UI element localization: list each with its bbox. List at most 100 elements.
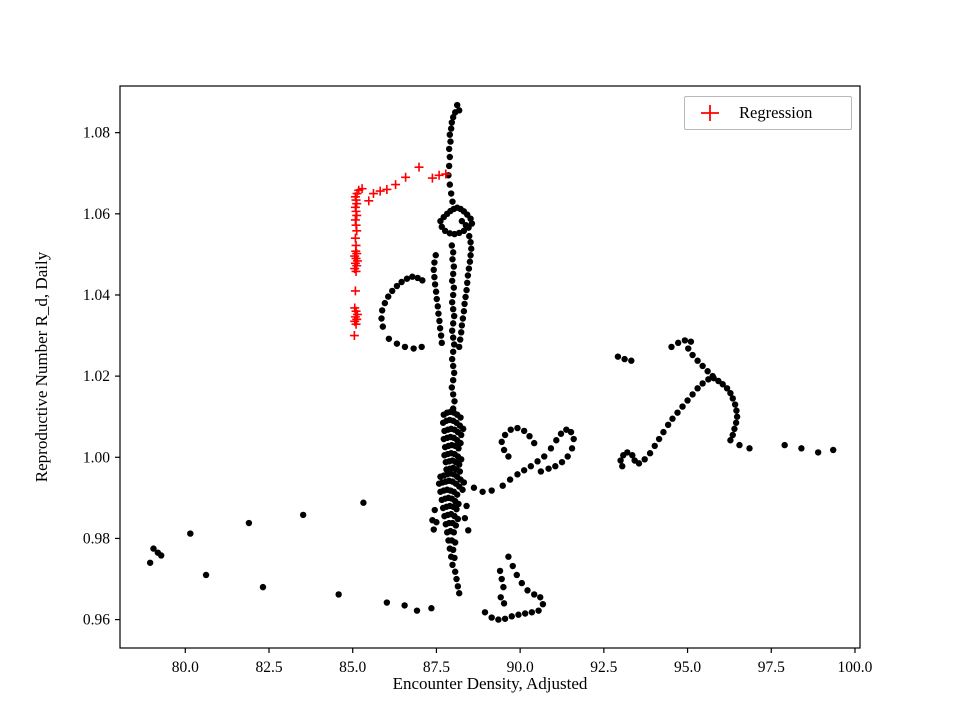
scatter-point (430, 266, 437, 274)
scatter-point (499, 482, 506, 489)
scatter-point (413, 607, 421, 614)
scatter-point (459, 486, 466, 493)
scatter-point (447, 138, 454, 145)
scatter-point (518, 579, 526, 587)
scatter-point (447, 125, 455, 132)
scatter-point (259, 583, 267, 591)
scatter-point (528, 609, 536, 616)
scatter-point (146, 559, 154, 566)
scatter-point (462, 221, 470, 229)
scatter-point (461, 514, 469, 522)
regression-point (441, 169, 451, 179)
regression-point (349, 331, 359, 341)
scatter-point (479, 488, 486, 495)
scatter-point (515, 611, 522, 618)
scatter-point (457, 414, 464, 421)
scatter-point (449, 362, 457, 370)
scatter-point (451, 398, 458, 405)
scatter-point (449, 391, 457, 398)
scatter-point (431, 506, 438, 514)
scatter-point (520, 427, 528, 435)
plot-frame (119, 85, 861, 649)
scatter-point (453, 101, 461, 109)
scatter-point (668, 343, 675, 351)
scatter-point (157, 552, 165, 559)
scatter-point (381, 299, 389, 307)
scatter-point (655, 435, 663, 443)
scatter-point (409, 273, 416, 280)
scatter-point (383, 599, 391, 606)
scatter-point (454, 583, 462, 590)
scatter-point (448, 355, 456, 363)
scatter-point (509, 562, 516, 570)
scatter-point (539, 600, 547, 608)
scatter-point (513, 571, 520, 579)
scatter-point (378, 307, 386, 314)
scatter-point (507, 426, 514, 433)
scatter-point (449, 376, 457, 384)
scatter-point (464, 272, 472, 279)
scatter-point (452, 522, 460, 529)
scatter-point (460, 479, 468, 486)
regression-point (364, 196, 374, 206)
scatter-point (814, 449, 822, 456)
series-Regression (349, 162, 451, 341)
scatter-point (501, 431, 509, 439)
scatter-point (564, 453, 571, 460)
series-observations (146, 101, 837, 623)
scatter-point (694, 357, 701, 364)
scatter-point (729, 395, 736, 402)
x-tick-label: 85.0 (339, 659, 366, 676)
legend: Regression (684, 96, 852, 130)
scatter-point (458, 322, 466, 329)
scatter-point (723, 385, 731, 392)
scatter-point (453, 491, 461, 498)
x-tick-label: 97.5 (758, 659, 785, 676)
scatter-point (500, 446, 508, 454)
scatter-point (537, 468, 545, 475)
scatter-point (733, 413, 741, 420)
x-tick-label: 100.0 (838, 659, 873, 676)
scatter-point (450, 341, 458, 348)
scatter-point (454, 515, 462, 523)
scatter-point (428, 605, 435, 612)
scatter-point (450, 263, 458, 270)
scatter-point (506, 476, 514, 483)
scatter-point (461, 300, 468, 308)
scatter-point (385, 335, 393, 342)
scatter-point (628, 357, 635, 364)
x-tick-label: 82.5 (255, 659, 282, 676)
scatter-point (451, 554, 458, 562)
scatter-point (450, 312, 458, 320)
scatter-point (729, 431, 736, 439)
scatter-point (458, 431, 465, 439)
scatter-point (299, 511, 307, 519)
scatter-point (733, 407, 740, 414)
scatter-point (453, 575, 460, 583)
scatter-point (467, 215, 474, 222)
regression-point (414, 162, 424, 172)
scatter-point (508, 613, 515, 620)
scatter-point (521, 610, 529, 617)
scatter-point (664, 421, 672, 429)
scatter-point (466, 232, 473, 240)
scatter-point (398, 278, 405, 286)
scatter-point (568, 445, 576, 452)
scatter-point (641, 456, 648, 463)
scatter-point (431, 281, 439, 288)
scatter-point (449, 348, 457, 355)
scatter-point (449, 291, 457, 299)
scatter-point (681, 337, 689, 344)
scatter-point (694, 385, 701, 392)
scatter-point (530, 591, 538, 598)
scatter-point (436, 317, 443, 325)
scatter-point (553, 437, 560, 444)
regression-point (368, 189, 378, 199)
scatter-point (434, 303, 441, 310)
scatter-point (437, 332, 445, 339)
scatter-point (567, 428, 575, 436)
scatter-point (530, 439, 538, 447)
scatter-point (389, 287, 396, 295)
scatter-point (497, 594, 504, 601)
